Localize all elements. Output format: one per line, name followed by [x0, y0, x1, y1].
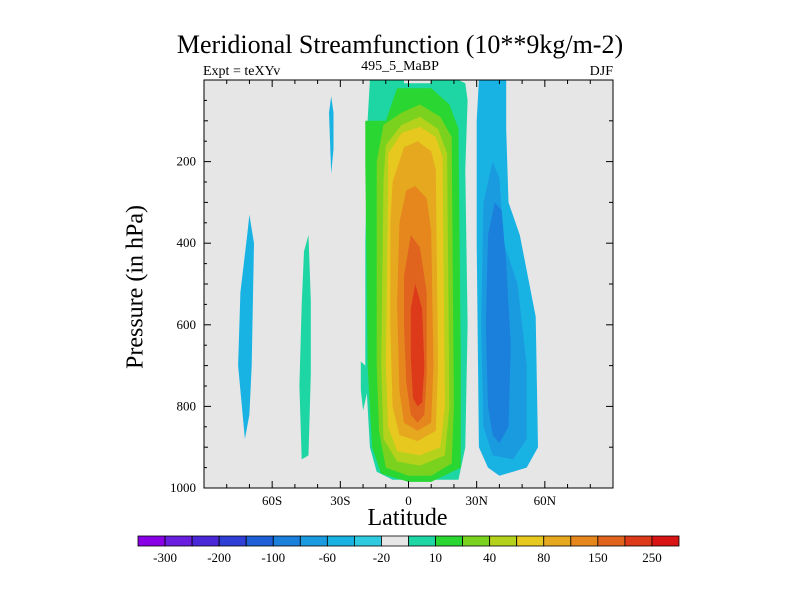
chart-title: Meridional Streamfunction (10**9kg/m-2): [176, 30, 624, 59]
colorbar-swatch: [137, 535, 166, 547]
colorbar-swatch: [191, 535, 220, 547]
colorbar-label: -200: [207, 550, 231, 565]
y-tick-label: 200: [177, 154, 197, 169]
colorbar-label: 80: [537, 550, 550, 565]
colorbar-label: 10: [429, 550, 442, 565]
x-tick-label: 60N: [534, 493, 557, 508]
colorbar-swatch: [624, 535, 653, 547]
x-axis-label: Latitude: [367, 505, 448, 531]
experiment-label: Expt = teXYv: [203, 64, 281, 79]
colorbar-swatch: [164, 535, 193, 547]
contour-region-15: [360, 361, 368, 411]
colorbar-swatch: [570, 535, 599, 547]
colorbar-swatch: [408, 535, 436, 547]
y-tick-label: 600: [177, 317, 197, 332]
contour-region-12: [238, 214, 254, 439]
x-tick-label: 30S: [330, 493, 350, 508]
colorbar-swatch: [597, 535, 626, 547]
contour-regions: [238, 80, 538, 482]
y-tick-label: 1000: [170, 480, 196, 495]
colorbar-swatch: [489, 535, 518, 547]
contour-region-8: [410, 284, 425, 407]
colorbar-swatch: [299, 535, 328, 547]
colorbar-label: 250: [642, 550, 662, 565]
season-label: DJF: [589, 64, 613, 79]
colorbar-label: -60: [319, 550, 336, 565]
colorbar: -300 -200 -100 -60 -20 10 40 80 150 250: [137, 535, 680, 565]
y-tick-label: 400: [177, 235, 197, 250]
colorbar-label: -20: [373, 550, 390, 565]
x-tick-label: 0: [405, 493, 412, 508]
contour-region-11: [485, 202, 511, 444]
colorbar-label: -300: [153, 550, 177, 565]
colorbar-swatch: [245, 535, 274, 547]
colorbar-label: 150: [588, 550, 608, 565]
colorbar-swatch: [435, 535, 463, 547]
colorbar-label: -100: [261, 550, 285, 565]
colorbar-swatch: [272, 535, 301, 547]
x-axis-ticks: 60S 30S 0 30N 60N: [226, 80, 591, 508]
colorbar-swatch: [326, 535, 355, 547]
colorbar-swatch: [462, 535, 491, 547]
contour-region-14: [299, 235, 311, 460]
y-tick-label: 800: [177, 398, 197, 413]
y-axis-ticks: 200 400 600 800 1000: [170, 99, 613, 495]
colorbar-swatch: [381, 535, 409, 547]
colorbar-swatch: [353, 535, 382, 547]
center-subtitle: 495_5_MaBP: [361, 59, 439, 74]
colorbar-swatch: [543, 535, 572, 547]
x-tick-label: 60S: [262, 493, 282, 508]
colorbar-swatch: [651, 535, 680, 547]
colorbar-label: 40: [483, 550, 496, 565]
contour-region-13: [329, 96, 334, 174]
colorbar-swatch: [218, 535, 247, 547]
x-tick-label: 30N: [465, 493, 488, 508]
colorbar-swatch: [516, 535, 545, 547]
